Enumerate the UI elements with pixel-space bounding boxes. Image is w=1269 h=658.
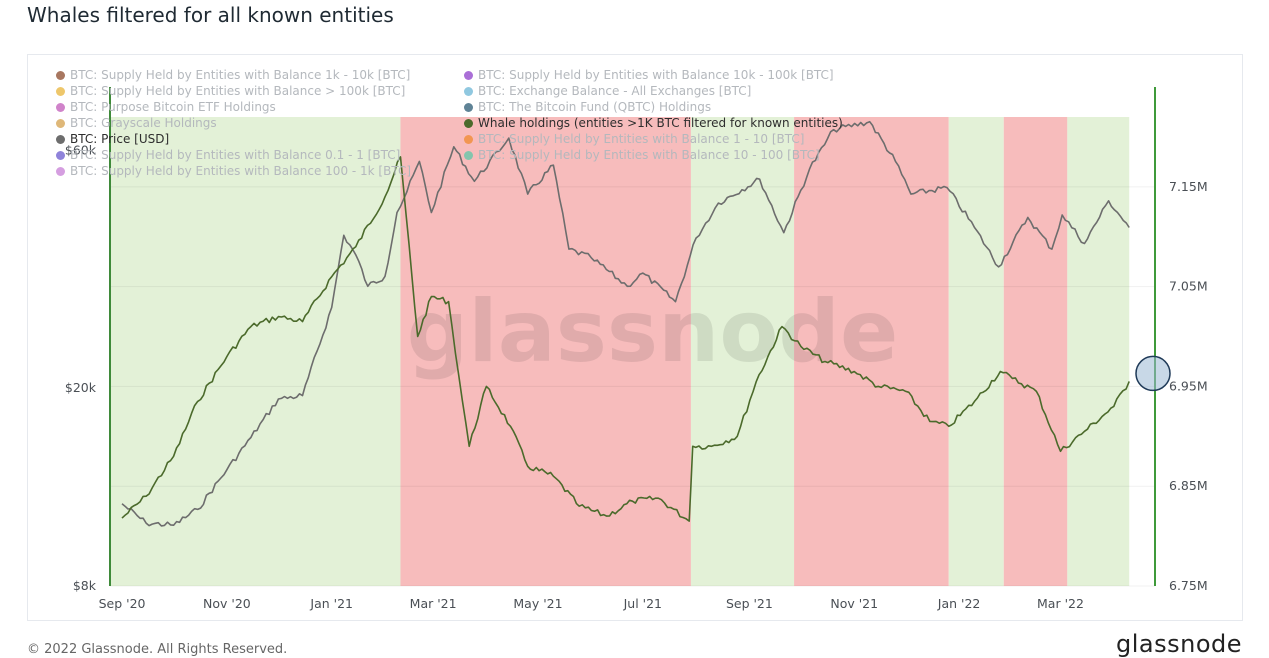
x-tick-label: May '21 <box>513 596 562 611</box>
regime-band-accumulation <box>1067 117 1130 586</box>
highlight-circle <box>1135 355 1171 392</box>
x-tick-label: Jan '22 <box>937 596 981 611</box>
legend-item[interactable]: BTC: Supply Held by Entities with Balanc… <box>56 67 411 83</box>
legend-item[interactable]: BTC: Supply Held by Entities with Balanc… <box>464 67 843 83</box>
y-right-tick-label: 7.05M <box>1169 279 1208 294</box>
legend-dot-icon <box>56 150 65 160</box>
regime-band-distribution <box>794 117 949 586</box>
legend-label: BTC: Supply Held by Entities with Balanc… <box>70 148 401 162</box>
legend-item[interactable]: BTC: Supply Held by Entities with Balanc… <box>464 131 843 147</box>
chart-frame: glassnode Sep '20 Nov '20 Jan '21 Mar '21 May… <box>27 54 1243 621</box>
y-right-tick-label: 6.95M <box>1169 378 1208 393</box>
legend-item[interactable]: BTC: Price [USD] <box>56 131 411 147</box>
legend-label: BTC: Supply Held by Entities with Balanc… <box>70 164 412 178</box>
copyright-text: © 2022 Glassnode. All Rights Reserved. <box>27 642 288 657</box>
x-tick-label: Sep '20 <box>99 596 146 611</box>
regime-band-accumulation <box>690 117 795 586</box>
regime-band-distribution <box>1003 117 1068 586</box>
legend-label: BTC: Supply Held by Entities with Balanc… <box>70 84 406 98</box>
legend-item[interactable]: BTC: The Bitcoin Fund (QBTC) Holdings <box>464 99 843 115</box>
legend-item[interactable]: BTC: Supply Held by Entities with Balanc… <box>464 147 843 163</box>
y-left-tick-label: $20k <box>65 380 97 395</box>
legend-label: BTC: Purpose Bitcoin ETF Holdings <box>70 100 276 114</box>
legend-item[interactable]: BTC: Supply Held by Entities with Balanc… <box>56 163 411 179</box>
y-right-tick-label: 6.75M <box>1169 578 1208 593</box>
regime-band-accumulation <box>948 117 1004 586</box>
legend-dot-icon <box>56 102 65 112</box>
legend-dot-icon <box>56 118 65 128</box>
legend-dot-icon <box>56 134 65 144</box>
legend-label: BTC: Grayscale Holdings <box>70 116 217 130</box>
whale-holdings-series-line <box>121 156 1130 522</box>
legend-dot-icon <box>56 86 65 96</box>
legend-item[interactable]: BTC: Supply Held by Entities with Balanc… <box>56 83 411 99</box>
legend-dot-icon <box>464 150 473 160</box>
x-tick-label: Sep '21 <box>726 596 773 611</box>
legend-label: BTC: The Bitcoin Fund (QBTC) Holdings <box>478 100 712 114</box>
y-right-tick-label: 7.15M <box>1169 179 1208 194</box>
price-series-line <box>121 120 1130 527</box>
y-left-tick-label: $60k <box>65 142 97 157</box>
legend-label: BTC: Supply Held by Entities with Balanc… <box>478 68 834 82</box>
x-tick-label: Mar '22 <box>1037 596 1084 611</box>
watermark-text: glassnode <box>407 282 899 382</box>
x-tick-label: Nov '20 <box>203 596 251 611</box>
regime-band-distribution <box>400 117 691 586</box>
regime-band-accumulation <box>110 117 401 586</box>
legend-item[interactable]: Whale holdings (entities >1K BTC filtere… <box>464 115 843 131</box>
legend-dot-icon <box>464 86 473 96</box>
page-title: Whales filtered for all known entities <box>27 3 394 27</box>
y-left-tick-label: $8k <box>73 578 97 593</box>
legend-label: BTC: Price [USD] <box>70 132 170 146</box>
legend-dot-icon <box>56 70 65 80</box>
legend-column-2: BTC: Supply Held by Entities with Balanc… <box>464 67 843 163</box>
legend-label: BTC: Supply Held by Entities with Balanc… <box>478 148 820 162</box>
x-tick-label: Jan '21 <box>309 596 353 611</box>
brand-logo: glassnode <box>1115 630 1242 658</box>
legend-label: BTC: Exchange Balance - All Exchanges [B… <box>478 84 752 98</box>
chart-svg: glassnode Sep '20 Nov '20 Jan '21 Mar '21 May… <box>65 87 1208 611</box>
x-tick-label: Nov '21 <box>830 596 878 611</box>
legend-label: BTC: Supply Held by Entities with Balanc… <box>478 132 805 146</box>
legend-item[interactable]: BTC: Grayscale Holdings <box>56 115 411 131</box>
legend-dot-icon <box>464 134 473 144</box>
legend-item[interactable]: BTC: Exchange Balance - All Exchanges [B… <box>464 83 843 99</box>
x-tick-label: Jul '21 <box>623 596 662 611</box>
legend-label: Whale holdings (entities >1K BTC filtere… <box>478 116 843 130</box>
legend-item[interactable]: BTC: Purpose Bitcoin ETF Holdings <box>56 99 411 115</box>
legend-dot-icon <box>464 118 473 128</box>
legend-dot-icon <box>56 166 65 176</box>
legend-column-1: BTC: Supply Held by Entities with Balanc… <box>56 67 411 179</box>
x-tick-label: Mar '21 <box>410 596 457 611</box>
legend-dot-icon <box>464 102 473 112</box>
legend-label: BTC: Supply Held by Entities with Balanc… <box>70 68 411 82</box>
legend-item[interactable]: BTC: Supply Held by Entities with Balanc… <box>56 147 411 163</box>
y-right-tick-label: 6.85M <box>1169 478 1208 493</box>
legend-dot-icon <box>464 70 473 80</box>
